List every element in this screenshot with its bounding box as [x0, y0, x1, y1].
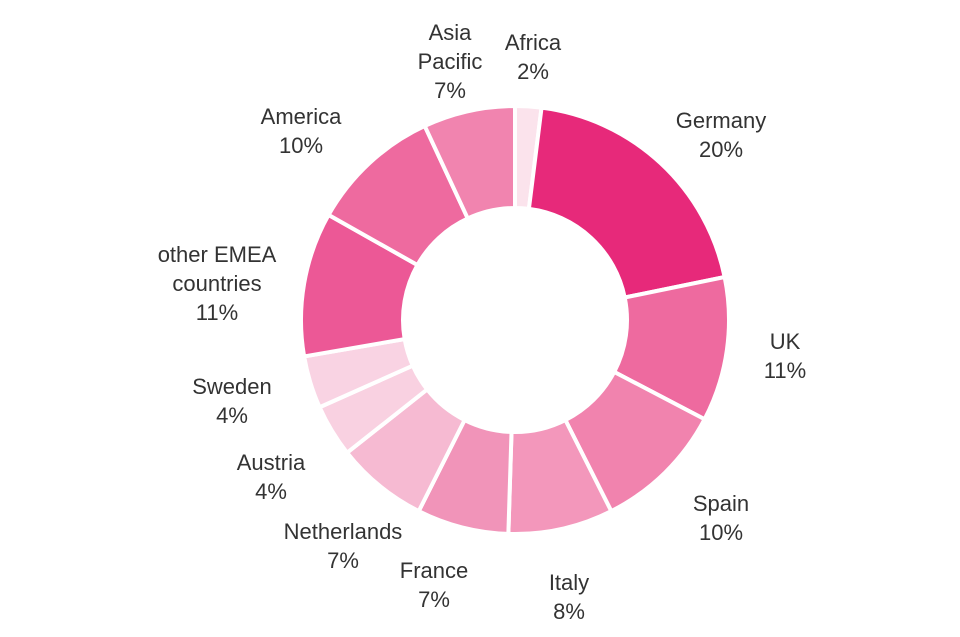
slice-name: Austria	[237, 450, 306, 475]
slice-name: Netherlands	[284, 519, 403, 544]
slice-name: countries	[172, 271, 261, 296]
slice-label-asia-pacific: Asia Pacific 7%	[418, 20, 483, 103]
labels-group: Africa 2% Germany 20% UK 11% Spain 10% Italy 8% Fr…	[158, 20, 807, 624]
slice-name: Pacific	[418, 49, 483, 74]
slice-asia-pacific	[422, 103, 517, 222]
slice-label-sweden: Sweden 4%	[192, 374, 272, 428]
slices-group	[299, 103, 731, 536]
slice-percent: 7%	[418, 587, 450, 612]
slice-percent: 10%	[279, 133, 323, 158]
slice-percent: 7%	[327, 548, 359, 573]
slice-percent: 20%	[699, 137, 743, 162]
slice-name: Italy	[549, 570, 589, 595]
slice-name: other EMEA	[158, 242, 277, 267]
slice-percent: 4%	[216, 403, 248, 428]
slice-percent: 10%	[699, 520, 743, 545]
slice-label-america: America 10%	[261, 104, 342, 158]
slice-percent: 7%	[434, 78, 466, 103]
slice-name: Asia	[429, 20, 473, 45]
slice-label-germany: Germany 20%	[676, 108, 766, 162]
slice-label-france: France 7%	[400, 558, 468, 612]
slice-percent: 11%	[764, 358, 806, 383]
slice-germany	[526, 105, 728, 300]
slice-name: Spain	[693, 491, 749, 516]
slice-percent: 2%	[517, 59, 549, 84]
slice-label-other-emea-countries: other EMEA countries 11%	[158, 242, 277, 325]
slice-name: Africa	[505, 30, 562, 55]
slice-percent: 4%	[255, 479, 287, 504]
slice-name: France	[400, 558, 468, 583]
slice-label-spain: Spain 10%	[693, 491, 749, 545]
slice-label-africa: Africa 2%	[505, 30, 562, 84]
slice-label-italy: Italy 8%	[549, 570, 589, 624]
slice-name: Germany	[676, 108, 766, 133]
slice-name: UK	[770, 329, 801, 354]
slice-label-uk: UK 11%	[764, 329, 806, 383]
slice-percent: 8%	[553, 599, 585, 624]
slice-name: Sweden	[192, 374, 272, 399]
slice-name: America	[261, 104, 342, 129]
slice-label-austria: Austria 4%	[237, 450, 306, 504]
slice-label-netherlands: Netherlands 7%	[284, 519, 403, 573]
slice-percent: 11%	[196, 300, 238, 325]
